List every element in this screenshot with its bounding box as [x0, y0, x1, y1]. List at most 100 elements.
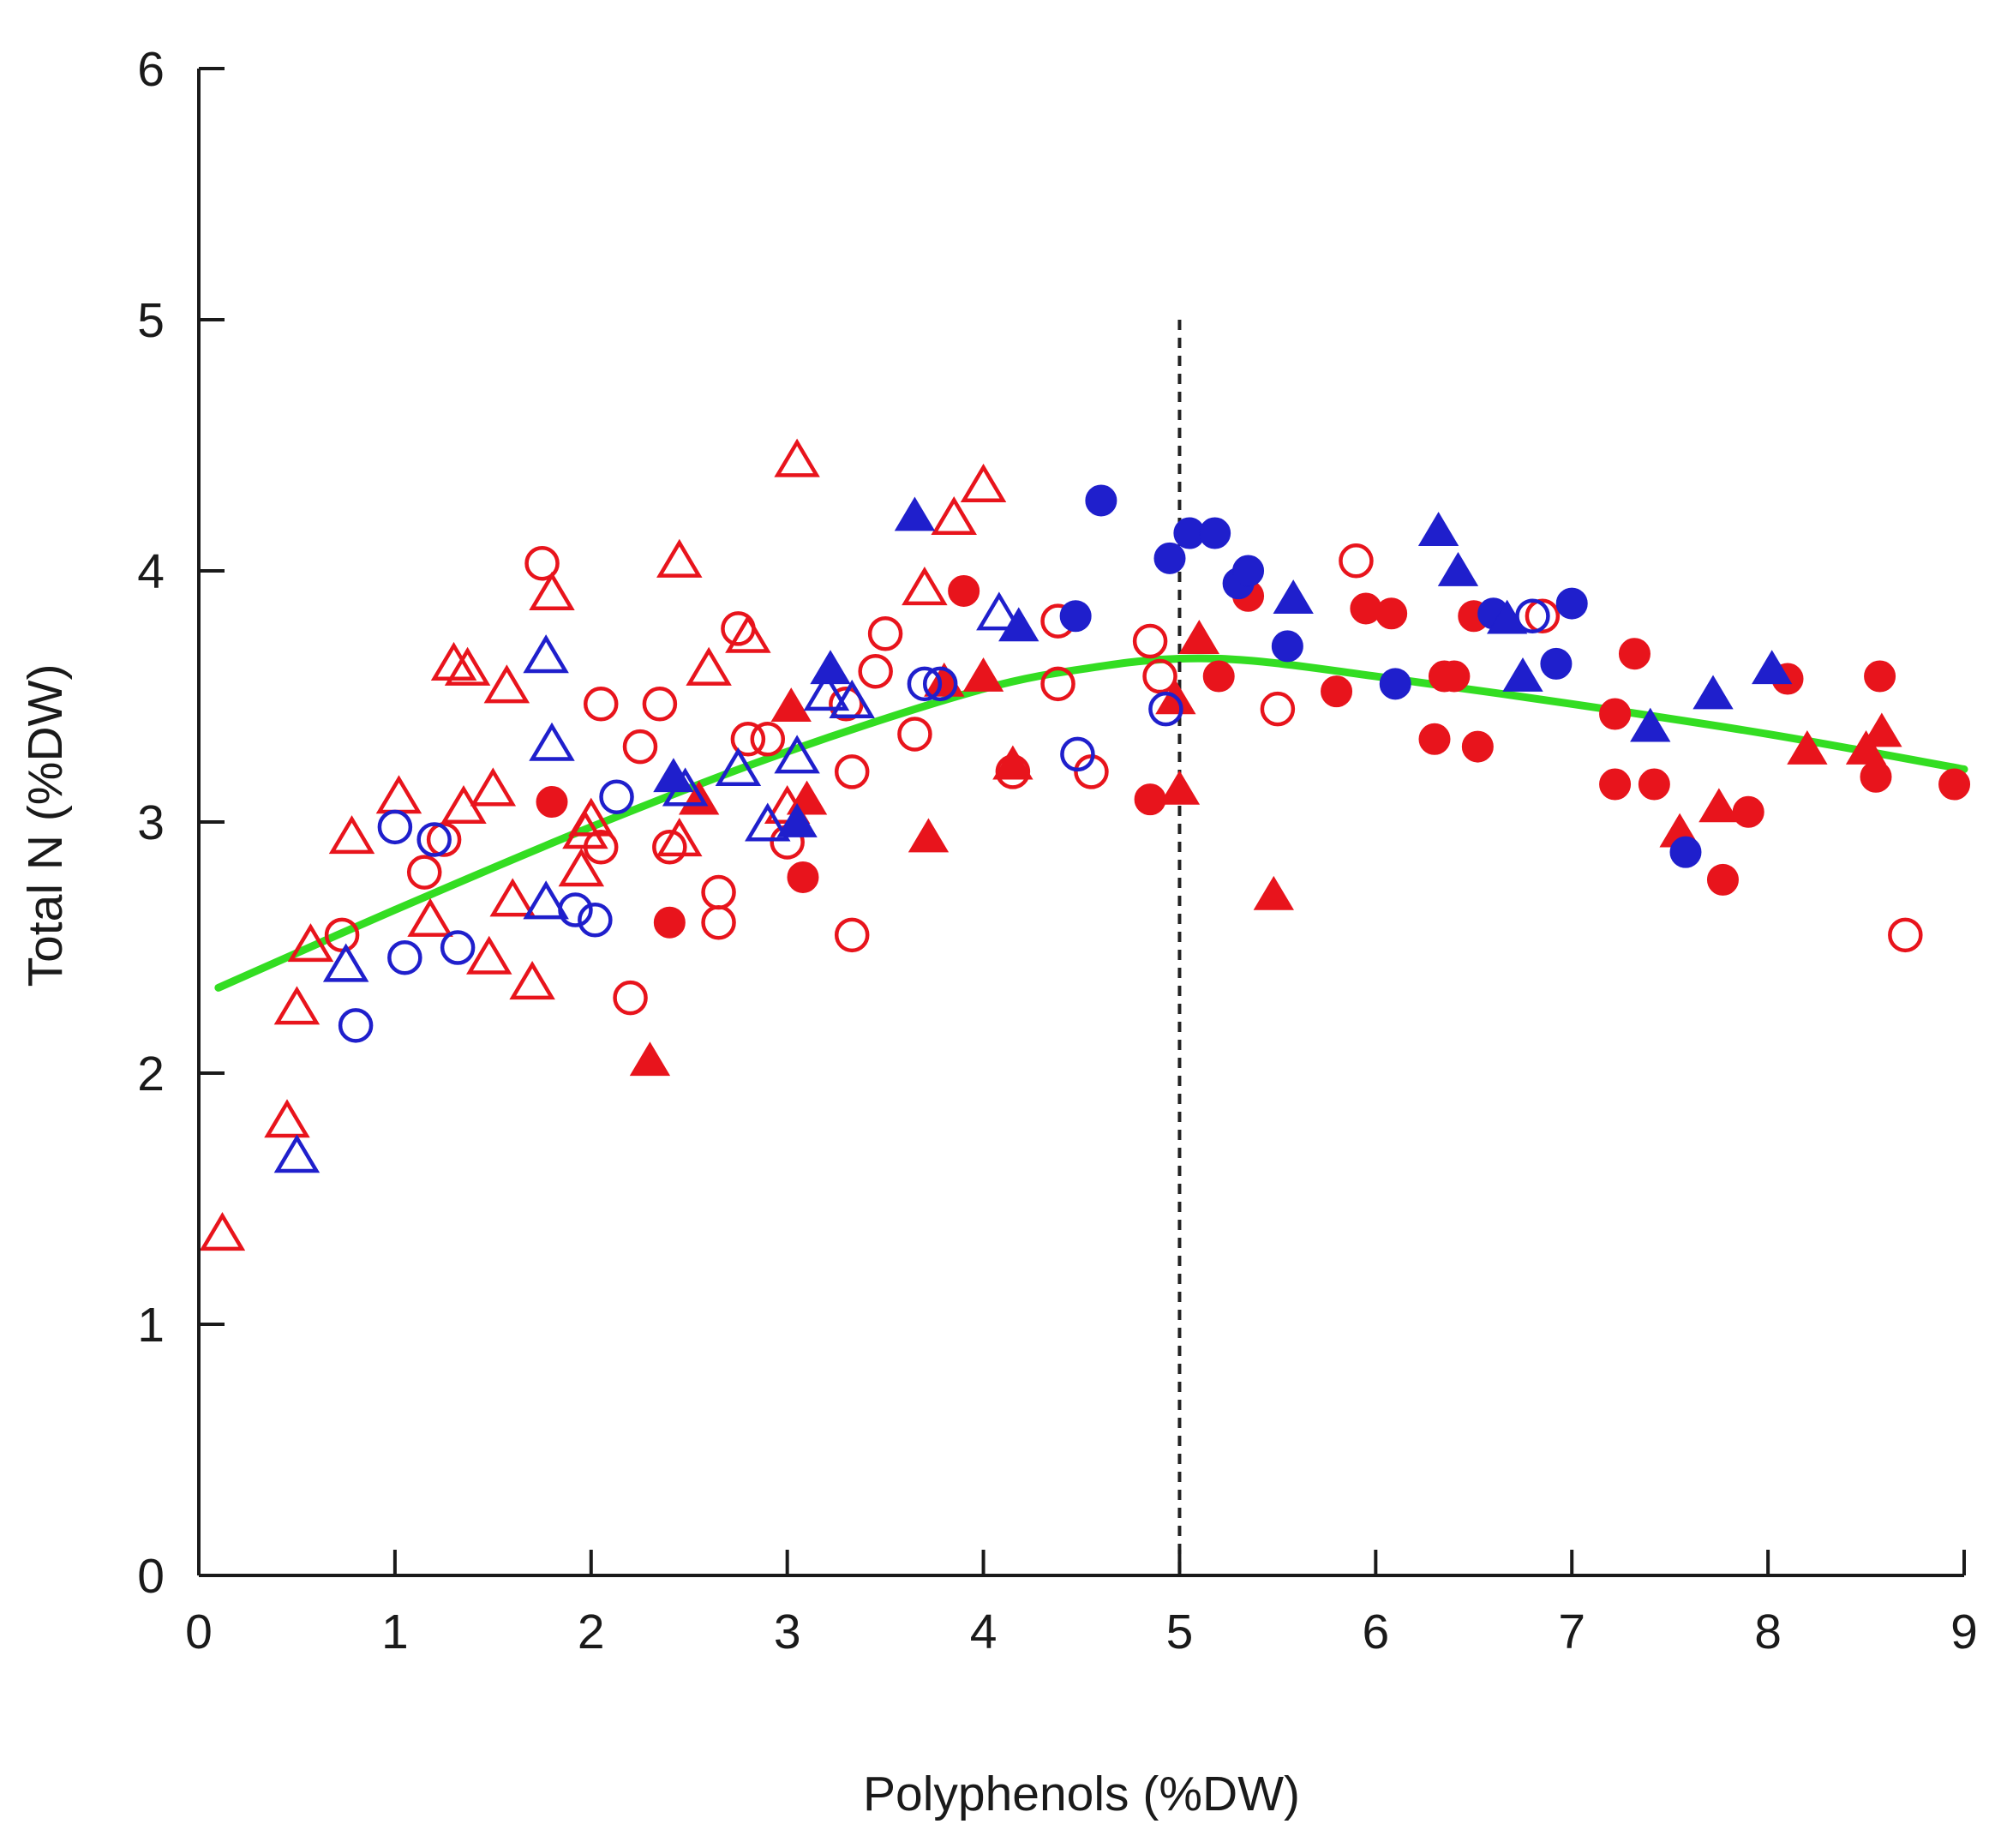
y-tick-label: 4: [137, 544, 165, 599]
open-triangle-point: [407, 897, 453, 937]
filled-triangle-point: [776, 802, 818, 837]
open-circle-point: [834, 917, 870, 953]
open-triangle-point: [745, 802, 791, 842]
filled-triangle-point: [894, 496, 936, 531]
filled-circle-point: [1379, 668, 1411, 700]
x-tick-label: 0: [185, 1605, 213, 1659]
y-tick-label: 3: [137, 795, 165, 850]
open-circle-point: [416, 822, 452, 857]
open-triangle-point: [273, 986, 321, 1025]
series-red-filled-circles: [536, 574, 1971, 939]
open-circle-point: [834, 754, 870, 789]
filled-circle-point: [1864, 660, 1896, 693]
open-circle-point: [613, 980, 648, 1016]
open-circle-point: [338, 1008, 374, 1043]
open-triangle-point: [273, 1134, 321, 1173]
open-triangle-point: [509, 961, 555, 1000]
open-triangle-point: [656, 818, 703, 857]
open-circle-point: [1142, 658, 1177, 694]
open-circle-point: [1148, 691, 1183, 727]
filled-triangle-point: [1159, 770, 1201, 805]
open-circle-point: [1339, 543, 1374, 579]
ticks-layer: 0 1 2 3 4 5 6 7 8 9 0 1 2 3 4 5 6: [137, 42, 1978, 1659]
open-circle-point: [652, 830, 687, 865]
open-triangle-point: [803, 672, 850, 711]
filled-triangle-point: [962, 657, 1004, 692]
open-circle-point: [622, 729, 658, 765]
series-blue-open-circles: [338, 598, 1550, 1043]
filled-triangle-point: [1253, 875, 1294, 910]
filled-circle-point: [1599, 698, 1632, 730]
open-triangle-point: [558, 848, 605, 887]
x-tick-label: 9: [1950, 1605, 1978, 1659]
open-triangle-point: [656, 538, 703, 578]
open-circle-point: [1040, 666, 1075, 702]
filled-circle-point: [1540, 647, 1573, 680]
filled-triangle-point: [1487, 599, 1528, 634]
open-triangle-point: [470, 767, 517, 807]
x-tick-label: 8: [1754, 1605, 1782, 1659]
y-axis-title: Total N (%DW): [18, 664, 73, 987]
filled-triangle-point: [1861, 712, 1902, 747]
open-triangle-point: [483, 664, 530, 704]
open-circle-point: [440, 930, 476, 965]
open-circle-point: [750, 722, 786, 757]
y-tick-label: 0: [137, 1549, 165, 1604]
x-tick-label: 6: [1362, 1605, 1389, 1659]
open-circle-point: [907, 666, 943, 702]
filled-circle-point: [1418, 723, 1451, 755]
x-tick-label: 4: [970, 1605, 998, 1659]
filled-triangle-point: [653, 758, 694, 793]
filled-circle-point: [653, 906, 686, 939]
filled-circle-point: [1618, 638, 1651, 670]
data-points-layer: [199, 438, 1971, 1251]
y-tick-label: 1: [137, 1298, 165, 1353]
filled-circle-point: [1059, 600, 1092, 633]
series-blue-open-triangles: [273, 591, 1022, 1173]
open-triangle-point: [529, 722, 575, 761]
open-circle-point: [1525, 598, 1561, 633]
filled-circle-point: [1461, 730, 1494, 763]
y-tick-label: 6: [137, 42, 165, 97]
filled-triangle-point: [629, 1041, 671, 1077]
open-triangle-point: [960, 463, 1007, 502]
open-triangle-point: [931, 495, 977, 536]
filled-triangle-point: [1630, 707, 1671, 742]
open-triangle-point: [466, 935, 512, 975]
filled-circle-point: [1706, 863, 1739, 896]
filled-triangle-point: [1787, 729, 1828, 765]
open-triangle-point: [976, 591, 1022, 631]
filled-triangle-point: [770, 687, 812, 723]
open-circle-point: [599, 779, 634, 814]
open-circle-point: [1132, 623, 1168, 659]
filled-circle-point: [1134, 783, 1166, 816]
filled-circle-point: [1202, 660, 1235, 693]
filled-circle-point: [948, 574, 980, 607]
filled-circle-point: [1860, 760, 1892, 793]
open-triangle-point: [444, 646, 491, 686]
y-tick-label: 5: [137, 293, 165, 348]
filled-triangle-point: [1752, 650, 1793, 685]
filled-circle-point: [1438, 660, 1471, 693]
filled-circle-point: [1153, 542, 1186, 574]
open-circle-point: [730, 722, 766, 757]
open-circle-point: [558, 892, 593, 927]
filled-circle-point: [1599, 768, 1632, 801]
open-circle-point: [387, 939, 422, 975]
open-circle-point: [583, 687, 619, 722]
filled-circle-point: [1732, 795, 1764, 828]
filled-circle-point: [1638, 768, 1670, 801]
open-triangle-point: [529, 571, 575, 610]
open-circle-point: [721, 611, 756, 646]
filled-triangle-point: [1692, 675, 1734, 710]
filled-triangle-point: [908, 818, 950, 853]
open-circle-point: [578, 903, 613, 938]
filled-circle-point: [1271, 630, 1303, 663]
x-axis-title: Polyphenols (%DW): [863, 1767, 1300, 1821]
open-circle-point: [829, 687, 864, 722]
filled-circle-point: [536, 786, 568, 819]
filled-triangle-point: [1437, 551, 1479, 586]
open-triangle-point: [725, 614, 771, 653]
filled-triangle-point: [992, 745, 1033, 780]
filled-circle-point: [1375, 597, 1408, 630]
